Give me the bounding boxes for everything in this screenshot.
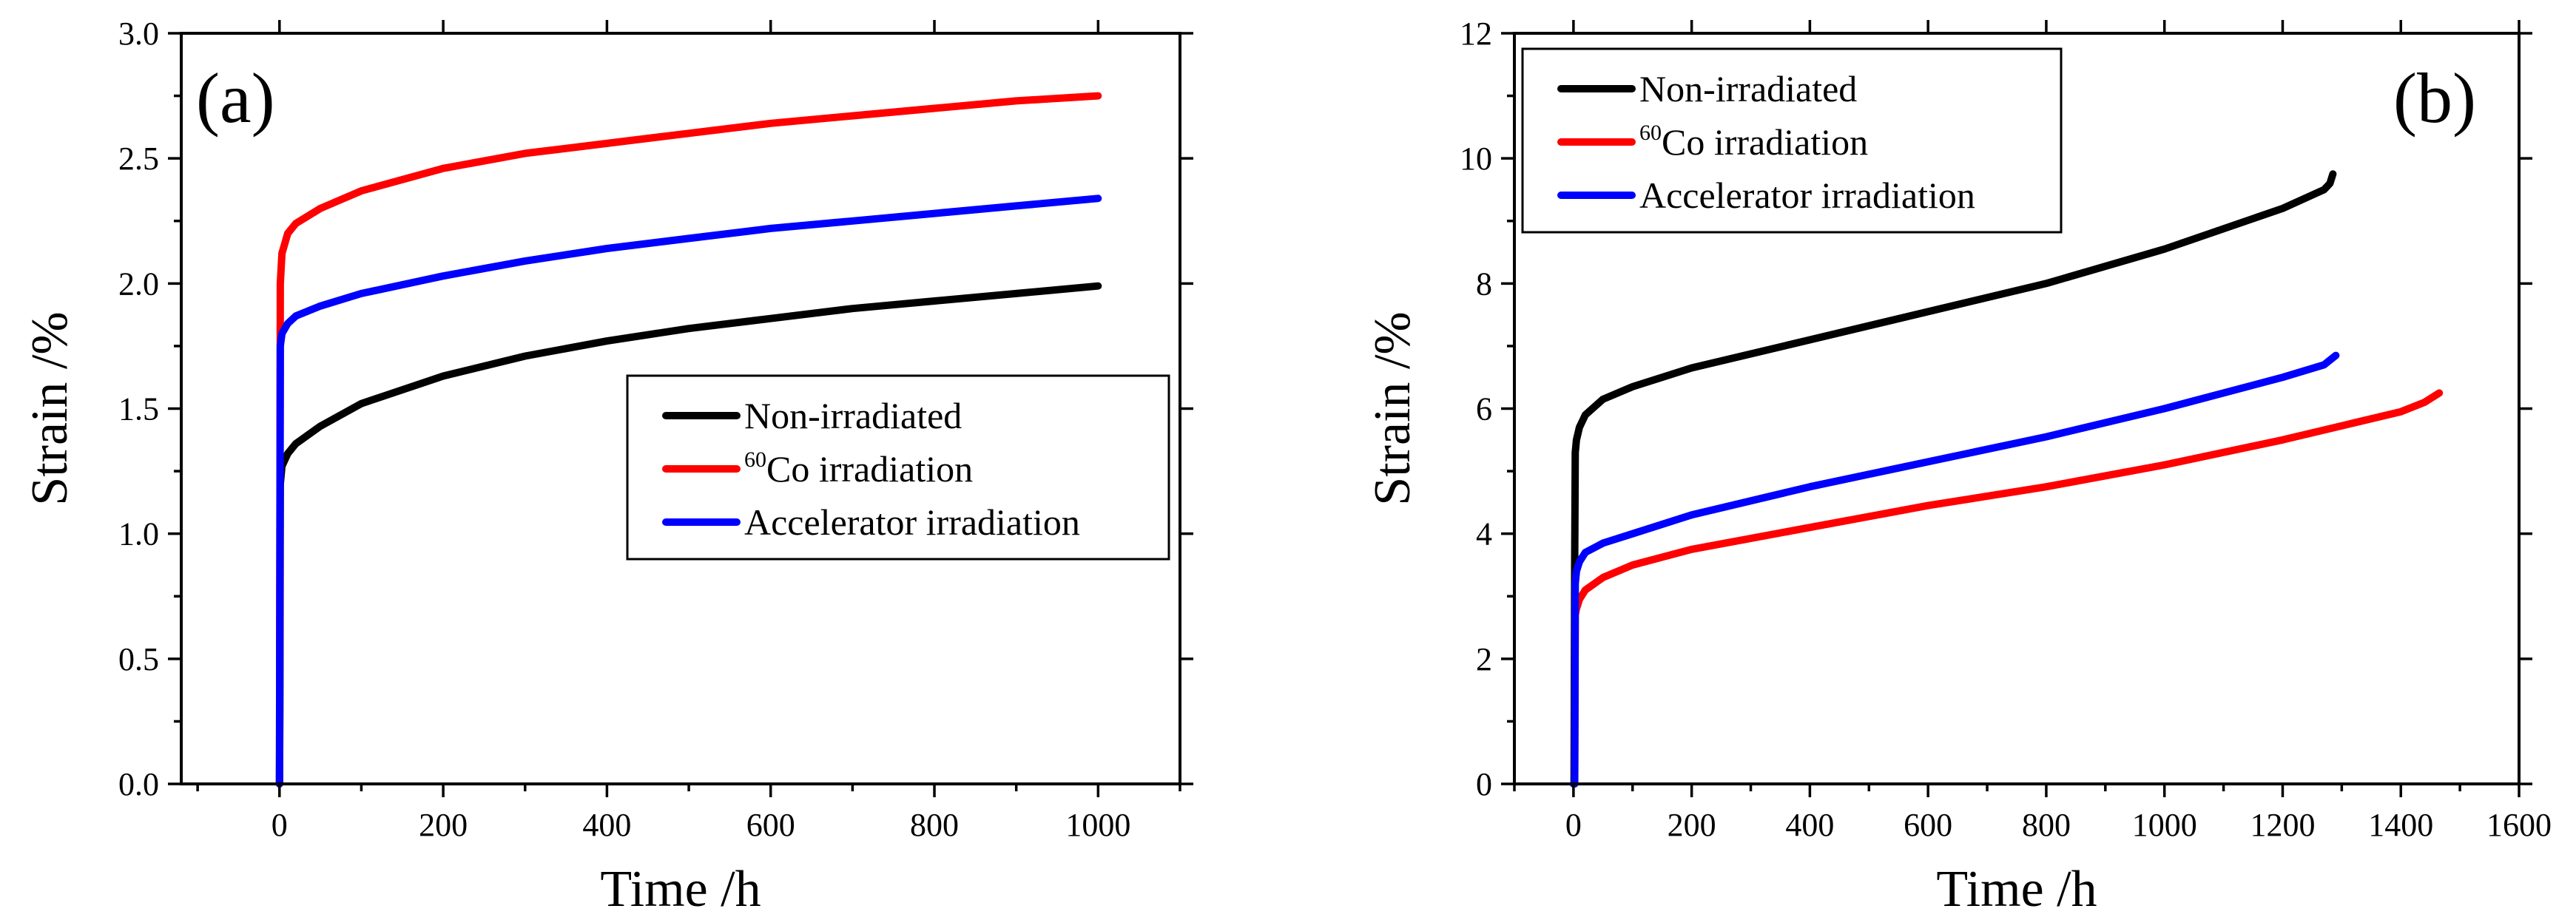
- legend-label-1: Non-irradiated: [744, 395, 962, 436]
- legend-label-3: Accelerator irradiation: [1639, 175, 1975, 216]
- x-tick-label: 1000: [1065, 807, 1130, 843]
- y-tick-label: 6: [1476, 391, 1492, 427]
- legend-label-2: 60Co irradiation: [1639, 121, 1868, 163]
- series-line-2: [275, 92, 1102, 788]
- y-axis-title: Strain /%: [1364, 311, 1421, 505]
- x-axis-title: Time /h: [600, 861, 761, 918]
- y-tick-label: 1.0: [118, 516, 159, 552]
- legend: Non-irradiated 60Co irradiation Accelerato…: [1521, 47, 2063, 234]
- x-tick-label: 200: [1668, 807, 1716, 843]
- y-axis-title: Strain /%: [21, 311, 78, 505]
- y-tick-label: 2.0: [118, 265, 159, 302]
- series-line-3: [275, 195, 1102, 788]
- panel-label: (b): [2393, 58, 2476, 138]
- x-tick-label: 600: [1904, 807, 1952, 843]
- chart-panel-2: 0 200 400 600 800 1000 1200 1400 1600 0 2 4 6 8 10 12 Ti…: [1364, 16, 2552, 918]
- x-tick-label: 800: [910, 807, 959, 843]
- y-tick-label: 3.0: [118, 16, 159, 52]
- x-axis-title: Time /h: [1936, 861, 2097, 918]
- x-tick-label: 400: [582, 807, 631, 843]
- y-tick-label: 2: [1476, 641, 1492, 677]
- y-tick-label: 0.0: [118, 766, 159, 802]
- x-tick-label: 1600: [2486, 807, 2552, 843]
- x-tick-label: 600: [746, 807, 795, 843]
- x-tick-label: 0: [1565, 807, 1582, 843]
- y-tick-label: 10: [1460, 141, 1492, 177]
- y-tick-label: 8: [1476, 265, 1492, 302]
- x-tick-label: 0: [272, 807, 288, 843]
- legend-label-3: Accelerator irradiation: [744, 501, 1080, 543]
- x-tick-label: 1000: [2132, 807, 2197, 843]
- y-tick-label: 0.5: [118, 641, 159, 677]
- x-tick-label: 1400: [2368, 807, 2433, 843]
- x-tick-label: 1200: [2250, 807, 2315, 843]
- y-tick-label: 2.5: [118, 141, 159, 177]
- panel-label: (a): [196, 58, 275, 138]
- y-tick-label: 4: [1476, 516, 1492, 552]
- series-line-1: [1569, 170, 2337, 788]
- legend-label-1: Non-irradiated: [1639, 68, 1857, 109]
- legend-label-2: 60Co irradiation: [744, 447, 973, 490]
- series-line-2: [1569, 389, 2444, 788]
- series-line-3: [1569, 351, 2340, 788]
- y-tick-label: 1.5: [118, 391, 159, 427]
- x-tick-label: 400: [1785, 807, 1834, 843]
- x-tick-label: 200: [419, 807, 468, 843]
- legend: Non-irradiated 60Co irradiation Accelerato…: [626, 374, 1170, 561]
- y-tick-label: 12: [1460, 16, 1492, 52]
- x-tick-label: 800: [2022, 807, 2071, 843]
- y-tick-label: 0: [1476, 766, 1492, 802]
- chart-panel-1: 0 200 400 600 800 1000 0.0 0.5 1.0 1.5 2.0 2.5 3.0 Ti…: [21, 16, 1193, 918]
